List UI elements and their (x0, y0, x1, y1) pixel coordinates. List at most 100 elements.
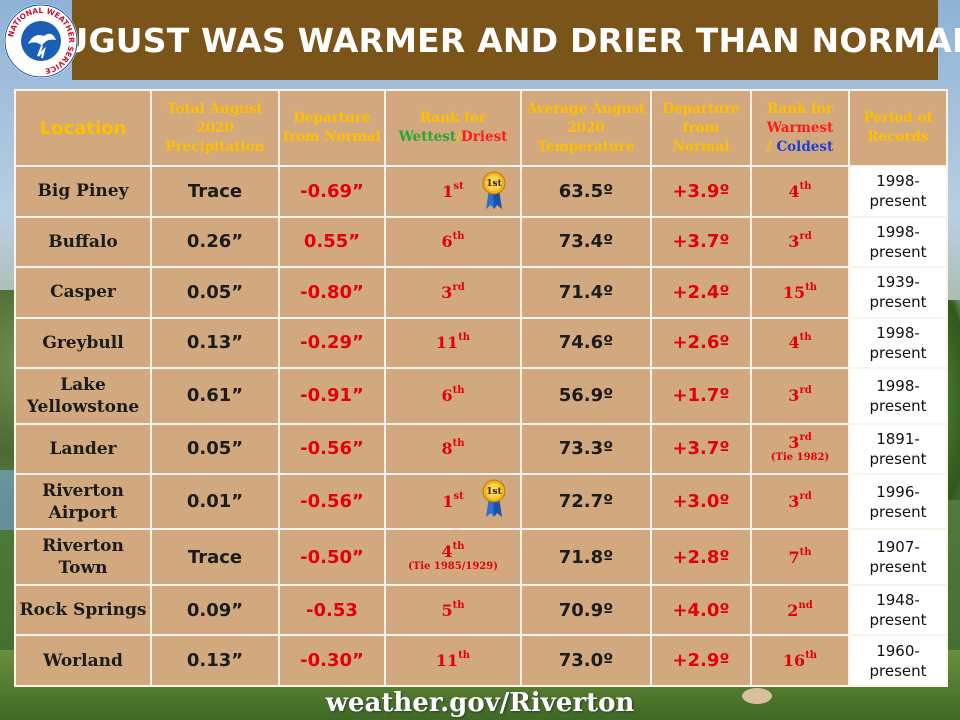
rank-wet-value: 4 (441, 541, 453, 561)
rank-wet-value: 11 (435, 333, 459, 353)
header-precip-departure: Departure from Normal (278, 89, 386, 167)
period-start: 1948- (876, 591, 920, 610)
period-cell: 1960- present (848, 634, 948, 687)
rank-wet-cell: 11th (384, 316, 522, 370)
period-end: present (869, 192, 927, 211)
period-start: 1998- (876, 172, 920, 191)
rank-warm-cell: 3rd (750, 215, 850, 269)
climate-table: Location Total August 2020 Precipitation… (14, 89, 948, 687)
period-end: present (869, 502, 927, 521)
period-start: 1939- (876, 273, 920, 292)
ribbon-label: 1st (486, 487, 502, 497)
first-place-ribbon-icon: 1st (482, 171, 506, 211)
period-cell: 1998- present (848, 316, 948, 370)
location-name: Buffalo (48, 231, 118, 252)
rank-wet-value: 5 (441, 600, 453, 620)
location-name: Riverton Town (42, 536, 124, 579)
temp-value: 63.5º (558, 180, 614, 202)
rank-warm-cell: 2nd (750, 583, 850, 637)
rank-warm-value: 4 (788, 333, 800, 353)
rank-warm-cell: 3rd (750, 473, 850, 531)
period-end: present (869, 558, 927, 577)
precip-cell: Trace (150, 165, 280, 218)
location-cell: Worland (14, 634, 152, 687)
temp-value: 72.7º (558, 491, 614, 513)
precip-value: 0.01” (186, 491, 244, 513)
footer: weather.gov/Riverton (0, 686, 960, 720)
rank-warm-cell: 4th (750, 316, 850, 370)
location-cell: Big Piney (14, 165, 152, 218)
table-row: Lake Yellowstone 0.61” -0.91” 6th 56.9º +1.7º… (14, 367, 948, 425)
period-cell: 1939- present (848, 266, 948, 319)
rank-warm-value: 3 (788, 232, 800, 252)
rank-wet-suffix: th (458, 332, 471, 344)
header-avg-temp: Average August 2020 Temperature (520, 89, 652, 167)
location-name: Lake Yellowstone (26, 374, 140, 417)
rank-warm-suffix: rd (799, 385, 812, 397)
rank-warm-value: 3 (788, 433, 800, 453)
period-cell: 1907- present (848, 528, 948, 586)
rank-wet-cell: 4th (Tie 1985/1929) (384, 528, 522, 586)
rank-warm-cell: 3rd (750, 367, 850, 425)
header-location: Location (14, 89, 152, 167)
period-end: present (869, 661, 927, 680)
rank-warm-suffix: th (805, 650, 818, 662)
precip-departure-cell: -0.91” (278, 367, 386, 425)
temp-departure-cell: +3.7º (650, 215, 752, 269)
period-start: 1998- (876, 323, 920, 342)
temp-value: 73.0º (558, 650, 614, 672)
precip-departure-cell: -0.80” (278, 266, 386, 319)
temp-departure-value: +3.7º (672, 438, 730, 460)
precip-departure-cell: -0.50” (278, 528, 386, 586)
precip-cell: 0.13” (150, 316, 280, 370)
period-end: present (869, 611, 927, 630)
period-start: 1907- (876, 538, 920, 557)
period-start: 1960- (876, 641, 920, 660)
rank-warm-value: 3 (788, 386, 800, 406)
rank-wet-cell: 6th (384, 367, 522, 425)
table-row: Rock Springs 0.09” -0.53 5th 70.9º +4.0º 2nd 19… (14, 583, 948, 637)
rank-wet-value: 1 (442, 492, 454, 512)
rank-warm-cell: 16th (750, 634, 850, 687)
temp-departure-value: +2.4º (672, 281, 730, 303)
temp-value: 71.4º (558, 281, 614, 303)
precip-departure-cell: -0.30” (278, 634, 386, 687)
location-name: Lander (49, 438, 117, 459)
precip-departure-value: 0.55” (303, 231, 361, 253)
title-bar: AUGUST WAS WARMER AND DRIER THAN NORMAL (37, 0, 960, 80)
location-cell: Casper (14, 266, 152, 319)
location-cell: Riverton Town (14, 528, 152, 586)
table-row: Big Piney Trace -0.69” 1st 1st 63.5º +3.9º 4th 1… (14, 165, 948, 218)
precip-departure-value: -0.50” (300, 546, 364, 568)
period-cell: 1998- present (848, 367, 948, 425)
temp-cell: 71.4º (520, 266, 652, 319)
temp-departure-cell: +3.0º (650, 473, 752, 531)
rank-warm-cell: 3rd (Tie 1982) (750, 422, 850, 476)
period-start: 1998- (876, 222, 920, 241)
rank-warm-suffix: th (799, 180, 812, 192)
precip-value: 0.05” (186, 281, 244, 303)
rank-wet-suffix: th (452, 438, 465, 450)
temp-cell: 63.5º (520, 165, 652, 218)
temp-value: 73.3º (558, 438, 614, 460)
temp-departure-cell: +1.7º (650, 367, 752, 425)
table-row: Lander 0.05” -0.56” 8th 73.3º +3.7º 3rd (Tie 19… (14, 422, 948, 476)
temp-value: 56.9º (558, 385, 614, 407)
precip-value: Trace (187, 546, 243, 568)
precip-value: 0.09” (186, 599, 244, 621)
header-total-precip: Total August 2020 Precipitation (150, 89, 280, 167)
rank-wet-value: 11 (435, 651, 459, 671)
rank-warm-suffix: rd (799, 491, 812, 503)
precip-departure-value: -0.80” (300, 281, 364, 303)
precip-departure-value: -0.30” (300, 650, 364, 672)
table-row: Casper 0.05” -0.80” 3rd 71.4º +2.4º 15th 1939- p… (14, 266, 948, 319)
precip-value: 0.26” (186, 231, 244, 253)
precip-cell: 0.61” (150, 367, 280, 425)
temp-departure-cell: +2.4º (650, 266, 752, 319)
temp-departure-value: +3.9º (672, 180, 730, 202)
precip-cell: 0.05” (150, 266, 280, 319)
rank-wet-suffix: th (452, 540, 465, 552)
period-cell: 1948- present (848, 583, 948, 637)
temp-departure-value: +2.8º (672, 546, 730, 568)
rank-wet-cell: 3rd (384, 266, 522, 319)
